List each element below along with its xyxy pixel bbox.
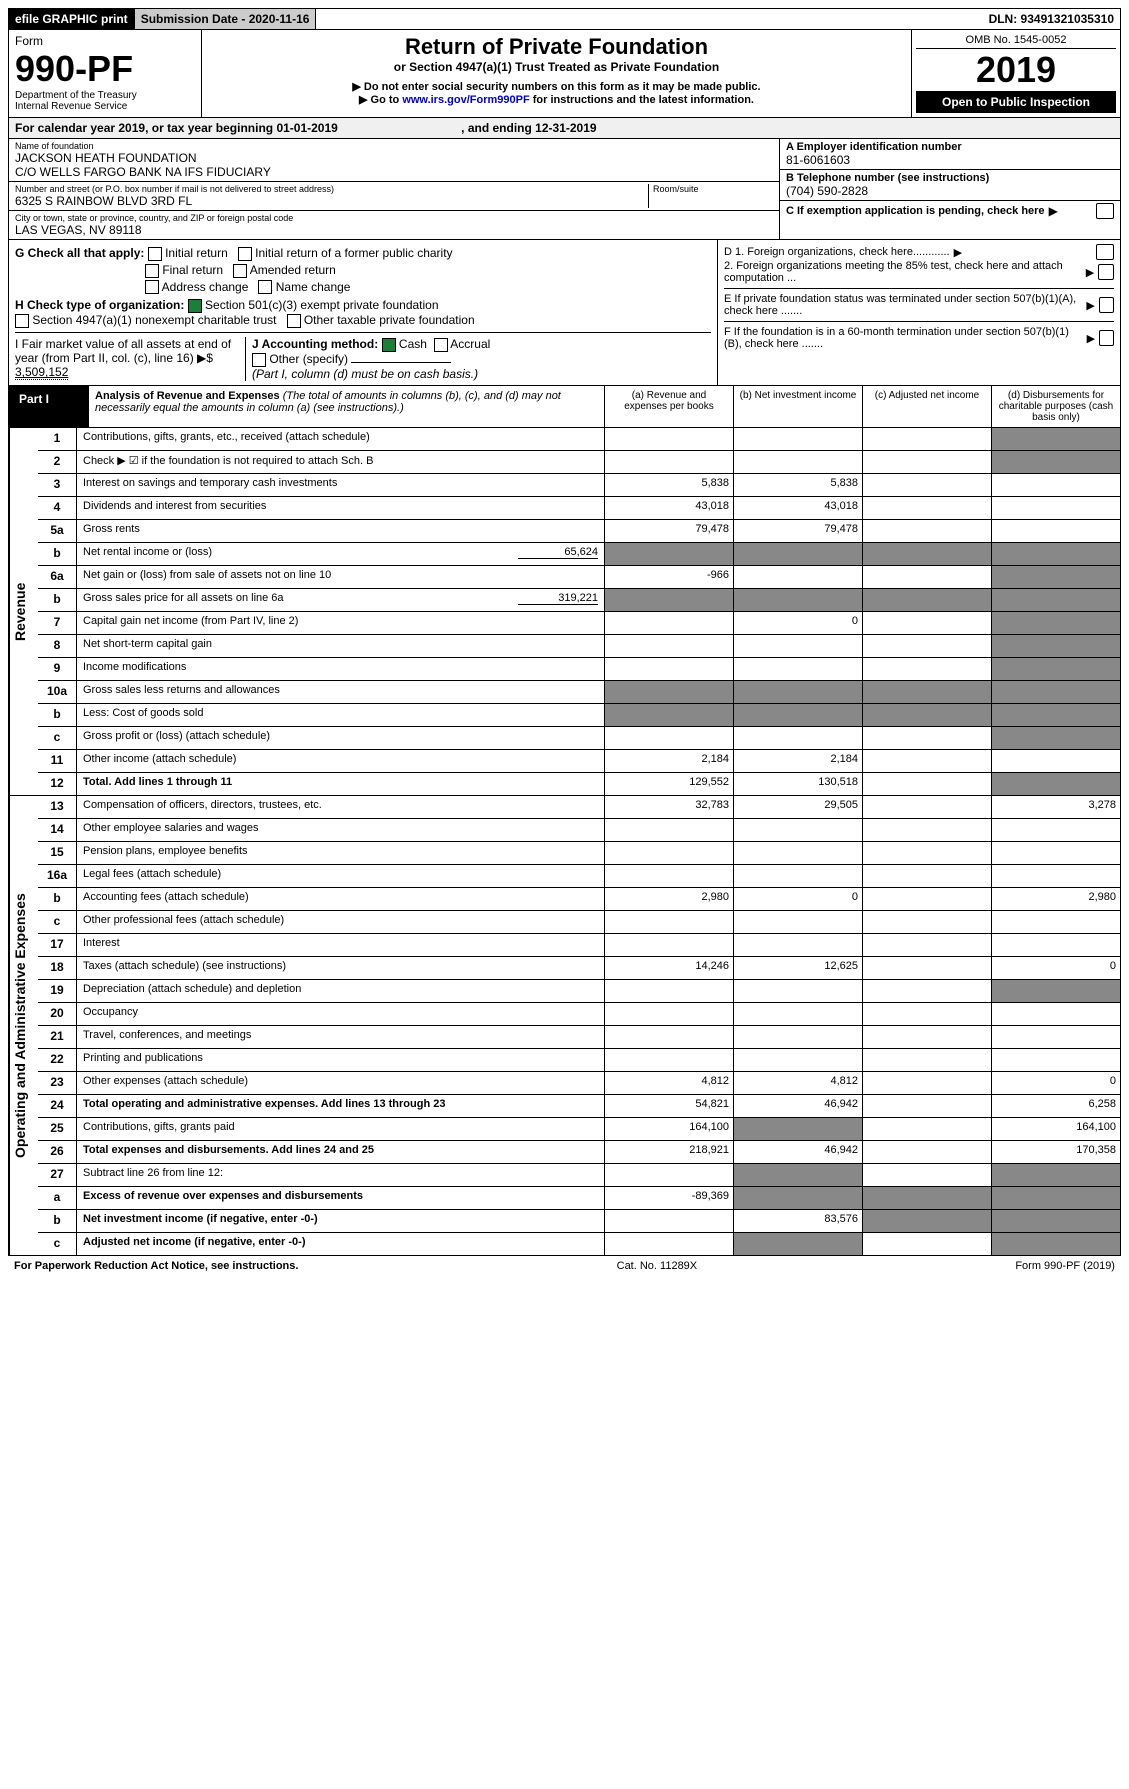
table-row: cOther professional fees (attach schedul… [38,911,1120,934]
open-public: Open to Public Inspection [916,91,1116,113]
checkbox-amended[interactable] [233,264,247,278]
expenses-table: Operating and Administrative Expenses 13… [8,796,1121,1256]
checkbox-501c3[interactable] [188,299,202,313]
checkbox-other-tax[interactable] [287,314,301,328]
form-label: Form [15,34,195,48]
ein: 81-6061603 [786,153,1114,167]
table-row: 13Compensation of officers, directors, t… [38,796,1120,819]
table-row: 5aGross rents79,47879,478 [38,520,1120,543]
table-row: 11Other income (attach schedule)2,1842,1… [38,750,1120,773]
table-row: cAdjusted net income (if negative, enter… [38,1233,1120,1255]
checkbox-c[interactable] [1096,203,1114,219]
table-row: 25Contributions, gifts, grants paid164,1… [38,1118,1120,1141]
checkbox-4947[interactable] [15,314,29,328]
efile-badge[interactable]: efile GRAPHIC print [9,9,135,29]
table-row: 12Total. Add lines 1 through 11129,55213… [38,773,1120,795]
table-row: 6aNet gain or (loss) from sale of assets… [38,566,1120,589]
table-row: 8Net short-term capital gain [38,635,1120,658]
title: Return of Private Foundation [206,34,907,60]
table-row: 14Other employee salaries and wages [38,819,1120,842]
col-a: (a) Revenue and expenses per books [604,386,733,427]
checkbox-other-method[interactable] [252,353,266,367]
table-row: 2Check ▶ ☑ if the foundation is not requ… [38,451,1120,474]
omb: OMB No. 1545-0052 [916,34,1116,49]
table-row: 21Travel, conferences, and meetings [38,1026,1120,1049]
table-row: cGross profit or (loss) (attach schedule… [38,727,1120,750]
calendar-year: For calendar year 2019, or tax year begi… [8,118,1121,139]
phone: (704) 590-2828 [786,184,1114,198]
footer: For Paperwork Reduction Act Notice, see … [8,1256,1121,1276]
checkbox-name[interactable] [258,280,272,294]
top-bar: efile GRAPHIC print Submission Date - 20… [8,8,1121,30]
revenue-table: Revenue 1Contributions, gifts, grants, e… [8,428,1121,796]
checkbox-accrual[interactable] [434,338,448,352]
subtitle: or Section 4947(a)(1) Trust Treated as P… [206,60,907,74]
table-row: 20Occupancy [38,1003,1120,1026]
col-c: (c) Adjusted net income [862,386,991,427]
checkbox-initial[interactable] [148,247,162,261]
table-row: 18Taxes (attach schedule) (see instructi… [38,957,1120,980]
checks-block: G Check all that apply: Initial return I… [8,240,1121,386]
foundation-name: JACKSON HEATH FOUNDATION [15,151,773,165]
table-row: 26Total expenses and disbursements. Add … [38,1141,1120,1164]
table-row: 17Interest [38,934,1120,957]
dept: Department of the Treasury [15,90,195,101]
table-row: 19Depreciation (attach schedule) and dep… [38,980,1120,1003]
checkbox-d1[interactable] [1096,244,1114,260]
table-row: 16aLegal fees (attach schedule) [38,865,1120,888]
table-row: bNet rental income or (loss)65,624 [38,543,1120,566]
checkbox-e[interactable] [1099,297,1114,313]
table-row: bGross sales price for all assets on lin… [38,589,1120,612]
entity-block: Name of foundation JACKSON HEATH FOUNDAT… [8,139,1121,240]
address: 6325 S RAINBOW BLVD 3RD FL [15,194,648,208]
checkbox-f[interactable] [1099,330,1114,346]
checkbox-cash[interactable] [382,338,396,352]
table-row: 10aGross sales less returns and allowanc… [38,681,1120,704]
checkbox-initial-former[interactable] [238,247,252,261]
table-row: 7Capital gain net income (from Part IV, … [38,612,1120,635]
fmv-value: 3,509,152 [15,365,68,380]
col-b: (b) Net investment income [733,386,862,427]
checkbox-d2[interactable] [1098,264,1114,280]
dln: DLN: 93491321035310 [983,9,1120,29]
submission-date: Submission Date - 2020-11-16 [135,9,317,29]
table-row: 24Total operating and administrative exp… [38,1095,1120,1118]
table-row: 23Other expenses (attach schedule)4,8124… [38,1072,1120,1095]
city-state-zip: LAS VEGAS, NV 89118 [15,223,773,237]
table-row: 22Printing and publications [38,1049,1120,1072]
table-row: 4Dividends and interest from securities4… [38,497,1120,520]
part1-header: Part I Analysis of Revenue and Expenses … [8,386,1121,428]
form-header: Form 990-PF Department of the Treasury I… [8,30,1121,118]
checkbox-address[interactable] [145,280,159,294]
table-row: 27Subtract line 26 from line 12: [38,1164,1120,1187]
table-row: bAccounting fees (attach schedule)2,9800… [38,888,1120,911]
irs: Internal Revenue Service [15,101,195,112]
note1: ▶ Do not enter social security numbers o… [206,80,907,93]
table-row: bLess: Cost of goods sold [38,704,1120,727]
table-row: bNet investment income (if negative, ent… [38,1210,1120,1233]
tax-year: 2019 [916,49,1116,91]
table-row: 15Pension plans, employee benefits [38,842,1120,865]
form-number: 990-PF [15,48,195,90]
irs-link[interactable]: www.irs.gov/Form990PF [402,94,529,106]
table-row: 3Interest on savings and temporary cash … [38,474,1120,497]
table-row: aExcess of revenue over expenses and dis… [38,1187,1120,1210]
table-row: 1Contributions, gifts, grants, etc., rec… [38,428,1120,451]
table-row: 9Income modifications [38,658,1120,681]
col-d: (d) Disbursements for charitable purpose… [991,386,1120,427]
checkbox-final[interactable] [145,264,159,278]
